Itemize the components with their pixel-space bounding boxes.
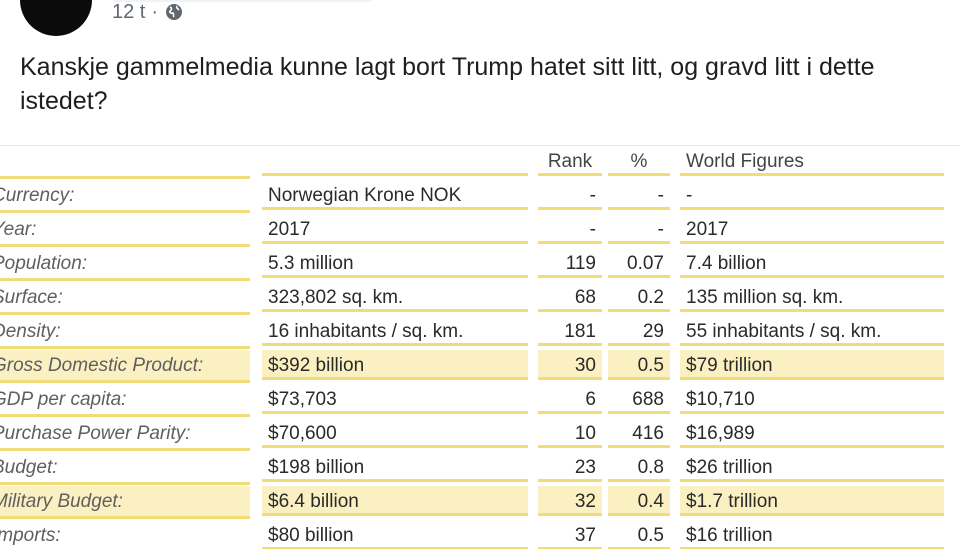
- cell-percent: -: [608, 214, 670, 244]
- author-name-redacted: [112, 0, 372, 2]
- cell-value: 5.3 million: [262, 248, 528, 278]
- cell-label: Year:: [0, 214, 250, 247]
- header-value: [262, 146, 528, 176]
- cell-value: 16 inhabitants / sq. km.: [262, 316, 528, 346]
- cell-rank: 32: [538, 486, 602, 516]
- cell-label: Purchase Power Parity:: [0, 418, 250, 451]
- cell-percent: 0.5: [608, 350, 670, 380]
- cell-rank: 181: [538, 316, 602, 346]
- cell-percent: 0.2: [608, 282, 670, 312]
- table-row: Currency: Norwegian Krone NOK - - -: [0, 180, 960, 214]
- table-row: Gross Domestic Product: $392 billion 30 0.5…: [0, 350, 960, 384]
- cell-rank: 68: [538, 282, 602, 312]
- post-header: 12 t ·: [0, 0, 960, 40]
- cell-value: 323,802 sq. km.: [262, 282, 528, 312]
- cell-label: Military Budget:: [0, 486, 250, 519]
- header-world: World Figures: [680, 146, 944, 176]
- table-row: Purchase Power Parity: $70,600 10 416 $16,98…: [0, 418, 960, 452]
- cell-world: $26 trillion: [680, 452, 944, 482]
- cell-percent: 416: [608, 418, 670, 448]
- cell-label: Population:: [0, 248, 250, 281]
- cell-rank: 6: [538, 384, 602, 414]
- cell-label: GDP per capita:: [0, 384, 250, 417]
- cell-value: $198 billion: [262, 452, 528, 482]
- cell-label: Gross Domestic Product:: [0, 350, 250, 383]
- cell-rank: 119: [538, 248, 602, 278]
- cell-rank: 30: [538, 350, 602, 380]
- header-rank: Rank: [538, 146, 602, 176]
- cell-label: Density:: [0, 316, 250, 349]
- header-percent: %: [608, 146, 670, 176]
- cell-world: $16 trillion: [680, 520, 944, 549]
- table-row: Military Budget: $6.4 billion 32 0.4 $1.7 tr…: [0, 486, 960, 520]
- cell-world: $16,989: [680, 418, 944, 448]
- cell-world: 2017: [680, 214, 944, 244]
- cell-rank: -: [538, 180, 602, 210]
- cell-world: 7.4 billion: [680, 248, 944, 278]
- post-text: Kanskje gammelmedia kunne lagt bort Trum…: [20, 53, 875, 115]
- meta-separator: ·: [151, 0, 159, 23]
- header-label: [0, 146, 250, 179]
- cell-world: $10,710: [680, 384, 944, 414]
- cell-percent: -: [608, 180, 670, 210]
- cell-label: Imports:: [0, 520, 250, 549]
- cell-value: 2017: [262, 214, 528, 244]
- cell-rank: 23: [538, 452, 602, 482]
- post-meta: 12 t ·: [112, 0, 184, 24]
- cell-value: $392 billion: [262, 350, 528, 380]
- cell-percent: 0.5: [608, 520, 670, 549]
- table-row: Year:2017--2017: [0, 214, 960, 248]
- cell-world: $79 trillion: [680, 350, 944, 380]
- cell-world: 135 million sq. km.: [680, 282, 944, 312]
- cell-world: $1.7 trillion: [680, 486, 944, 516]
- globe-icon[interactable]: [164, 2, 184, 22]
- post-timestamp[interactable]: 12 t: [112, 0, 146, 23]
- cell-value: Norwegian Krone NOK: [262, 180, 528, 210]
- cell-percent: 29: [608, 316, 670, 346]
- table-row: Surface: 323,802 sq. km. 680.2 135 million …: [0, 282, 960, 316]
- cell-label: Budget:: [0, 452, 250, 485]
- table-header-row: Rank% World Figures: [0, 146, 960, 180]
- table-row: Budget: $198 billion 230.8 $26 trillion: [0, 452, 960, 486]
- table-row: GDP per capita: $73,703 6 688 $10,710: [0, 384, 960, 418]
- cell-world: 55 inhabitants / sq. km.: [680, 316, 944, 346]
- cell-percent: 0.4: [608, 486, 670, 516]
- cell-value: $6.4 billion: [262, 486, 528, 516]
- cell-value: $80 billion: [262, 520, 528, 549]
- table-row: Population: 5.3 million 119 0.07 7.4 billion: [0, 248, 960, 282]
- avatar[interactable]: [20, 0, 92, 36]
- cell-world: -: [680, 180, 944, 210]
- cell-label: Currency:: [0, 180, 250, 213]
- cell-percent: 0.07: [608, 248, 670, 278]
- post-image[interactable]: Rank% World Figures Currency: Norwegian Kro…: [0, 145, 960, 549]
- cell-rank: -: [538, 214, 602, 244]
- cell-rank: 10: [538, 418, 602, 448]
- table-row: Imports: $80 billion 370.5 $16 trillion: [0, 520, 960, 549]
- cell-percent: 0.8: [608, 452, 670, 482]
- cell-percent: 688: [608, 384, 670, 414]
- cell-value: $73,703: [262, 384, 528, 414]
- cell-value: $70,600: [262, 418, 528, 448]
- cell-rank: 37: [538, 520, 602, 549]
- cell-label: Surface:: [0, 282, 250, 315]
